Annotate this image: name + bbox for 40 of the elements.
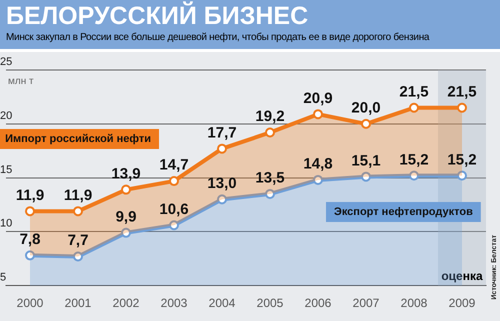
data-label: 21,5 [447, 83, 477, 100]
x-tick-label: 2005 [256, 296, 284, 310]
x-tick-label: 2009 [448, 296, 476, 310]
data-label: 13,5 [255, 170, 285, 187]
data-label: 15,2 [399, 151, 429, 168]
data-label: 17,7 [207, 124, 237, 142]
y-tick-label: 25 [0, 56, 12, 68]
data-label: 20,0 [351, 100, 381, 117]
x-tick-label: 2008 [400, 296, 428, 310]
data-label: 9,9 [116, 208, 136, 226]
text: Импорт российской нефти [5, 133, 152, 146]
series-label: Экспорт нефтепродуктов [334, 206, 474, 218]
data-label: 7,7 [68, 232, 88, 250]
data-label: 21,5 [399, 83, 429, 100]
data-label: 14,8 [303, 156, 333, 173]
x-tick-label: 2002 [112, 296, 140, 310]
chart-title: БЕЛОРУССКИЙ БИЗНЕС [6, 2, 310, 30]
data-label: 20,9 [303, 90, 333, 107]
y-tick-label: 5 [0, 272, 6, 284]
x-tick-label: 2007 [352, 296, 380, 310]
y-axis-title: млн т [8, 76, 34, 87]
x-tick-label: 2004 [208, 296, 236, 310]
y-tick-label: 15 [0, 164, 12, 176]
x-tick-label: 2003 [160, 296, 188, 310]
data-label: 14,7 [159, 156, 189, 174]
data-label: 19,2 [255, 108, 285, 126]
data-label: 13,0 [207, 175, 237, 192]
data-label: 7,8 [20, 231, 40, 248]
data-label: 11,9 [16, 186, 44, 204]
x-tick-label: 2000 [16, 296, 44, 310]
x-tick-label: 2001 [64, 296, 92, 310]
y-tick-label: 10 [0, 218, 12, 230]
data-label: 10,6 [159, 200, 189, 218]
data-label: 15,2 [447, 151, 477, 168]
data-label: 11,9 [64, 186, 92, 204]
y-tick-label: 20 [0, 110, 12, 122]
x-tick-label: 2006 [304, 296, 332, 310]
data-label: 15,1 [351, 152, 381, 170]
band-label: оценка [441, 268, 483, 283]
chart-subtitle: Минск закупал в России все больше дешевой нефти, чтобы продать ее в виде дорогого бензина [6, 31, 430, 45]
